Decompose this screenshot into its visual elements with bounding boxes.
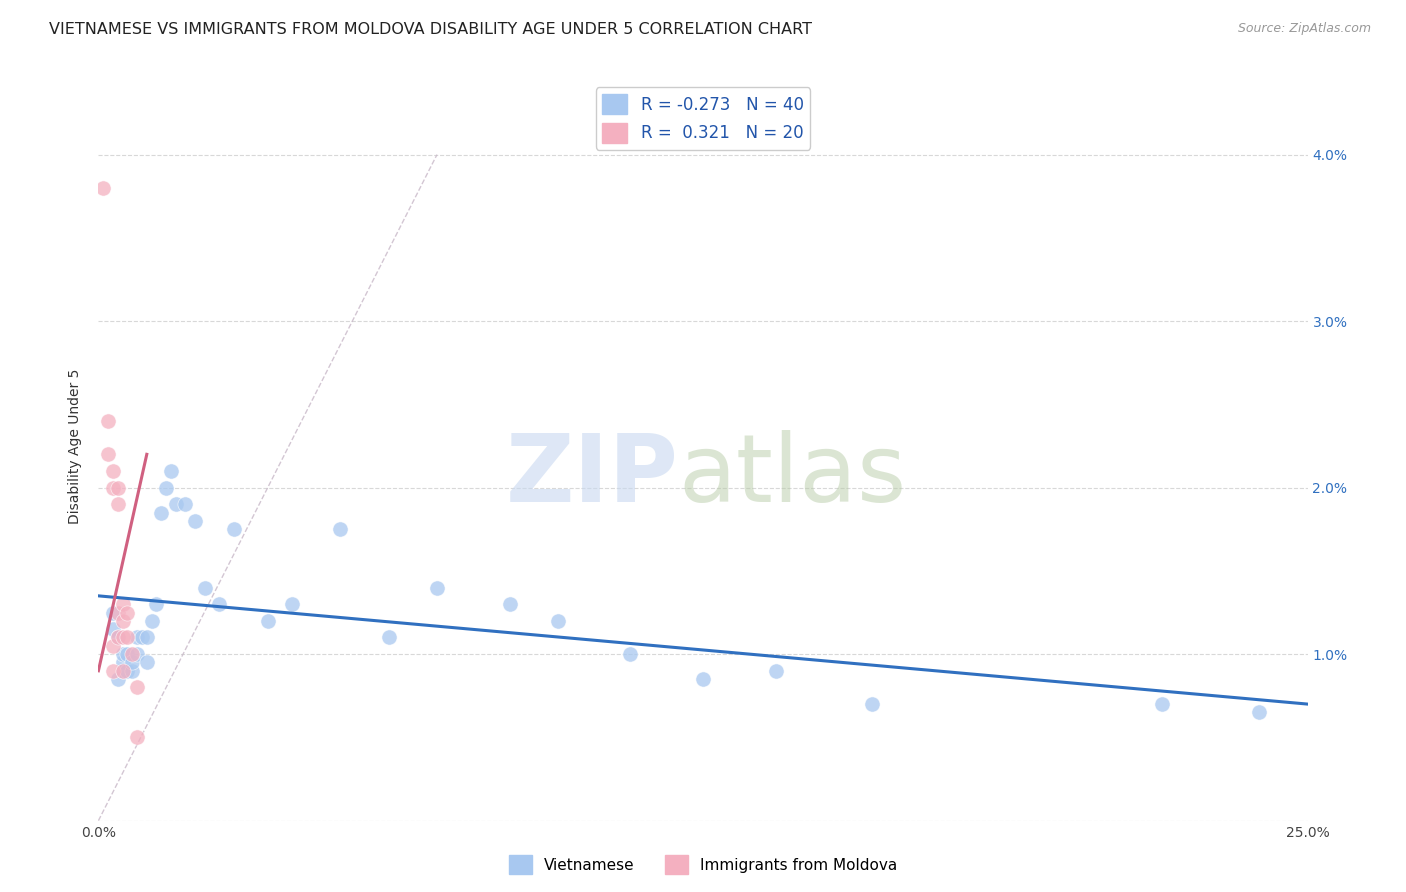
Point (329, 522, 352, 536)
Point (1249, 706, 1271, 720)
Y-axis label: Disability Age Under 5: Disability Age Under 5 (69, 368, 83, 524)
Point (107, 497, 129, 511)
Point (117, 606, 139, 620)
Point (127, 681, 149, 695)
Point (498, 597, 520, 611)
Point (101, 622, 124, 636)
Legend: Vietnamese, Immigrants from Moldova: Vietnamese, Immigrants from Moldova (502, 849, 904, 880)
Point (165, 497, 187, 511)
Point (107, 631, 129, 645)
Point (111, 597, 134, 611)
Legend: R = -0.273   N = 40, R =  0.321   N = 20: R = -0.273 N = 40, R = 0.321 N = 20 (596, 87, 810, 150)
Point (547, 614, 569, 628)
Point (194, 581, 217, 595)
Point (135, 656, 157, 670)
Point (377, 631, 399, 645)
Point (97, 414, 120, 428)
Point (121, 647, 143, 661)
Point (91, 181, 114, 195)
Point (256, 614, 278, 628)
Point (101, 606, 124, 620)
Point (107, 672, 129, 686)
Point (145, 597, 167, 611)
Point (101, 464, 124, 478)
Point (121, 656, 143, 670)
Text: Source: ZipAtlas.com: Source: ZipAtlas.com (1237, 22, 1371, 36)
Point (121, 664, 143, 678)
Point (117, 664, 139, 678)
Point (107, 481, 129, 495)
Point (127, 647, 149, 661)
Point (1152, 697, 1174, 711)
Point (111, 631, 134, 645)
Point (619, 647, 641, 661)
Point (184, 514, 207, 528)
Point (222, 522, 245, 536)
Point (111, 647, 134, 661)
Point (208, 597, 231, 611)
Point (127, 731, 149, 745)
Point (97, 447, 120, 461)
Point (860, 697, 883, 711)
Point (111, 614, 134, 628)
Point (117, 647, 139, 661)
Point (426, 581, 449, 595)
Point (111, 664, 134, 678)
Point (107, 606, 129, 620)
Point (111, 664, 134, 678)
Point (155, 481, 177, 495)
Point (174, 497, 197, 511)
Point (101, 639, 124, 653)
Point (150, 506, 173, 520)
Point (107, 631, 129, 645)
Point (160, 464, 183, 478)
Point (101, 481, 124, 495)
Point (101, 664, 124, 678)
Text: ZIP: ZIP (506, 430, 679, 522)
Point (117, 631, 139, 645)
Point (127, 631, 149, 645)
Point (135, 631, 157, 645)
Text: VIETNAMESE VS IMMIGRANTS FROM MOLDOVA DISABILITY AGE UNDER 5 CORRELATION CHART: VIETNAMESE VS IMMIGRANTS FROM MOLDOVA DI… (49, 22, 813, 37)
Point (131, 631, 153, 645)
Point (111, 656, 134, 670)
Point (281, 597, 304, 611)
Point (141, 614, 163, 628)
Text: atlas: atlas (679, 430, 907, 522)
Point (692, 672, 714, 686)
Point (765, 664, 787, 678)
